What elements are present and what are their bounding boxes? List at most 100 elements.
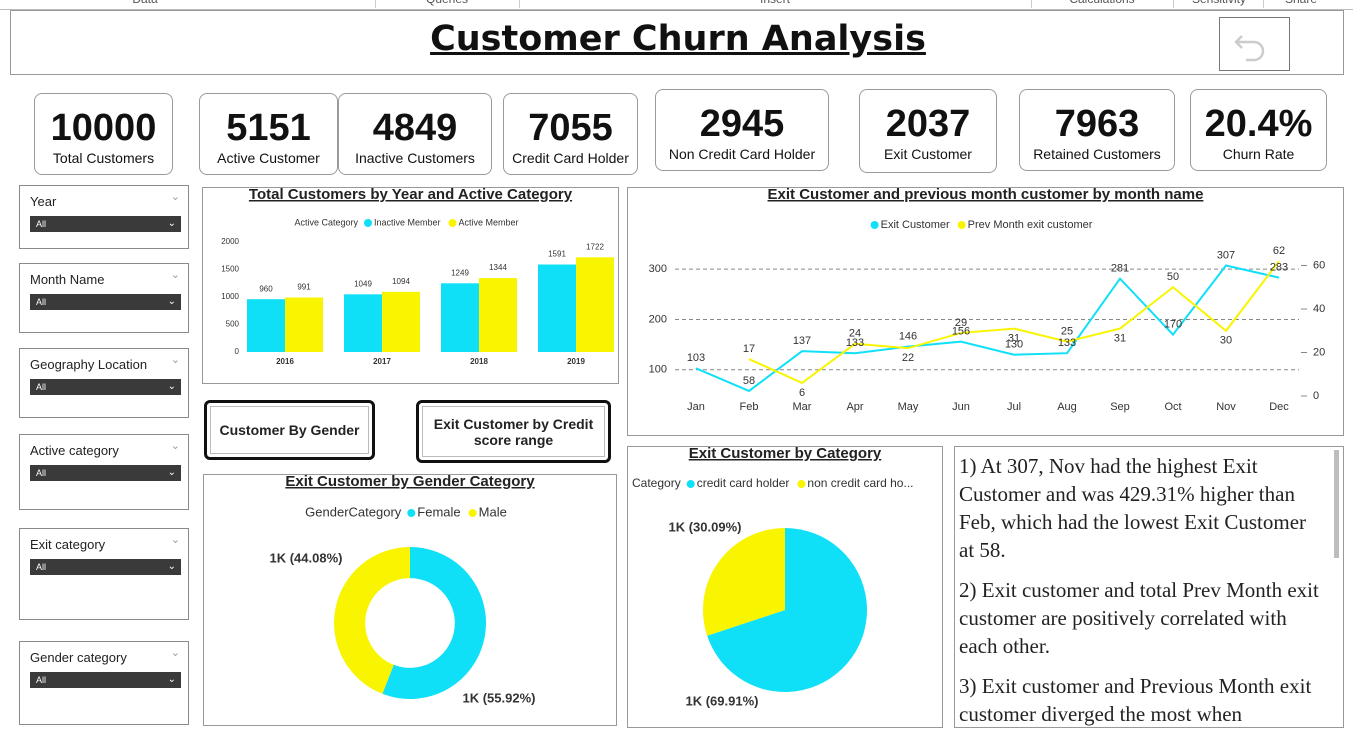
legend-label: Female: [417, 504, 460, 519]
slicer-chevron: ⌄: [170, 534, 180, 546]
scrollbar: [1334, 450, 1339, 558]
kpi-value: 7055: [528, 107, 613, 149]
kpi-card: 2945 Non Credit Card Holder: [655, 89, 829, 171]
kpi-card: 7963 Retained Customers: [1019, 89, 1175, 171]
x-tick-label: Dec: [1269, 401, 1289, 413]
kpi-value: 20.4%: [1204, 103, 1313, 145]
kpi-label: Active Customer: [217, 150, 320, 166]
ribbon-separator: [1031, 0, 1032, 8]
legend-marker: [797, 480, 806, 488]
legend-title: GenderCategory: [305, 504, 402, 519]
data-label: 1722: [586, 242, 604, 251]
ribbon-separator: [1173, 0, 1174, 8]
y-tick-label: 2000: [221, 237, 239, 246]
data-label: 170: [1164, 318, 1182, 330]
x-tick-label: Jul: [1007, 401, 1021, 413]
dropdown-arrow: ⌄: [167, 674, 176, 685]
slicer-label: Geography Location: [30, 357, 148, 372]
y-tick-label: 1500: [221, 265, 239, 274]
nav-button[interactable]: Customer By Gender: [204, 400, 375, 460]
data-label: 30: [1220, 335, 1232, 347]
x-tick-label: Mar: [793, 401, 812, 413]
data-label: 1K (69.91%): [686, 693, 759, 708]
series-line: [748, 260, 1280, 385]
bar: [247, 299, 285, 352]
data-label: 1591: [548, 250, 566, 259]
bar: [382, 291, 420, 352]
slicer: Month Name ⌄ All ⌄: [19, 263, 189, 333]
x-tick-label: Jan: [687, 401, 705, 413]
slicer-dropdown[interactable]: All ⌄: [30, 465, 181, 481]
data-label: 22: [902, 352, 914, 364]
y2-tick-label: 0: [1313, 390, 1319, 402]
bar-chart: Total Customers by Year and Active Categ…: [221, 187, 614, 366]
data-label: 58: [743, 375, 755, 387]
ribbon-tab[interactable]: Calculations: [1042, 0, 1162, 6]
ribbon-tab[interactable]: Data: [85, 0, 205, 6]
data-label: 130: [1005, 339, 1023, 351]
slicer-selected: All: [36, 468, 47, 478]
data-label: 307: [1217, 249, 1235, 261]
back-button[interactable]: [1219, 17, 1290, 71]
slicer-dropdown[interactable]: All ⌄: [30, 559, 181, 575]
kpi-card: 7055 Credit Card Holder: [503, 93, 638, 175]
ribbon-tab[interactable]: Share: [1241, 0, 1353, 6]
data-label: 1249: [451, 268, 469, 277]
legend-marker: [686, 480, 695, 488]
ribbon-separator: [375, 0, 376, 8]
ribbon-tab[interactable]: Insert: [715, 0, 835, 6]
y-tick-label: 300: [649, 263, 667, 275]
data-label: 17: [743, 343, 755, 355]
kpi-value: 4849: [372, 107, 458, 149]
dropdown-arrow: ⌄: [167, 218, 176, 229]
legend-marker: [448, 219, 457, 227]
slicer-dropdown[interactable]: All ⌄: [30, 672, 181, 688]
slicer: Year ⌄ All ⌄: [19, 185, 189, 249]
slicer-dropdown[interactable]: All ⌄: [30, 216, 181, 232]
kpi-card: 5151 Active Customer: [199, 93, 338, 175]
back-icon: [1234, 35, 1265, 62]
dropdown-arrow: ⌄: [167, 467, 176, 478]
kpi-card: 4849 Inactive Customers: [338, 93, 492, 175]
x-tick-label: 2017: [373, 357, 391, 366]
slicer-selected: All: [36, 219, 47, 229]
insight-text: 3) Exit customer and Previous Month exit…: [959, 674, 1312, 726]
slicer-selected: All: [36, 562, 47, 572]
slicer-chevron: ⌄: [170, 269, 180, 281]
data-label: 29: [955, 317, 967, 329]
button-label: Customer By Gender: [219, 422, 360, 438]
slicer-label: Active category: [30, 443, 119, 458]
chart-title: Exit Customer by Category: [689, 446, 882, 462]
ribbon-tab[interactable]: Sensitivity: [1159, 0, 1279, 6]
chart-frame: [627, 187, 1344, 436]
insight-text: 2) Exit customer and total Prev Month ex…: [959, 578, 1319, 658]
pie-chart: Exit Customer by Category Category credit …: [632, 446, 913, 708]
slicer-dropdown[interactable]: All ⌄: [30, 379, 181, 395]
slicer-label: Gender category: [30, 650, 127, 665]
slicer: Gender category ⌄ All ⌄: [19, 641, 189, 725]
data-label: 146: [899, 331, 917, 343]
y-tick-label: 500: [226, 320, 240, 329]
nav-button[interactable]: Exit Customer by Credit score range: [416, 400, 611, 463]
y-tick-label: 100: [649, 364, 667, 376]
x-tick-label: Sep: [1110, 401, 1130, 413]
legend-label: Active Member: [459, 217, 519, 227]
slicer-label: Month Name: [30, 272, 105, 287]
data-label: 1344: [489, 263, 507, 272]
header: Customer Churn Analysis: [10, 10, 1344, 75]
data-label: 133: [846, 337, 864, 349]
y2-tick-label: 40: [1313, 303, 1325, 315]
legend-title: Category: [632, 476, 681, 490]
slicer: Geography Location ⌄ All ⌄: [19, 348, 189, 418]
data-label: 137: [793, 335, 811, 347]
slicer-dropdown[interactable]: All ⌄: [30, 294, 181, 310]
data-label: 133: [1058, 337, 1076, 349]
slice: [333, 547, 410, 694]
page-title: Customer Churn Analysis: [430, 19, 926, 59]
bar: [576, 257, 614, 352]
button-label: Exit Customer by Credit score range: [433, 415, 594, 448]
kpi-label: Non Credit Card Holder: [668, 146, 816, 162]
ribbon-tab[interactable]: Queries: [387, 0, 507, 6]
legend-label: Exit Customer: [881, 219, 950, 231]
